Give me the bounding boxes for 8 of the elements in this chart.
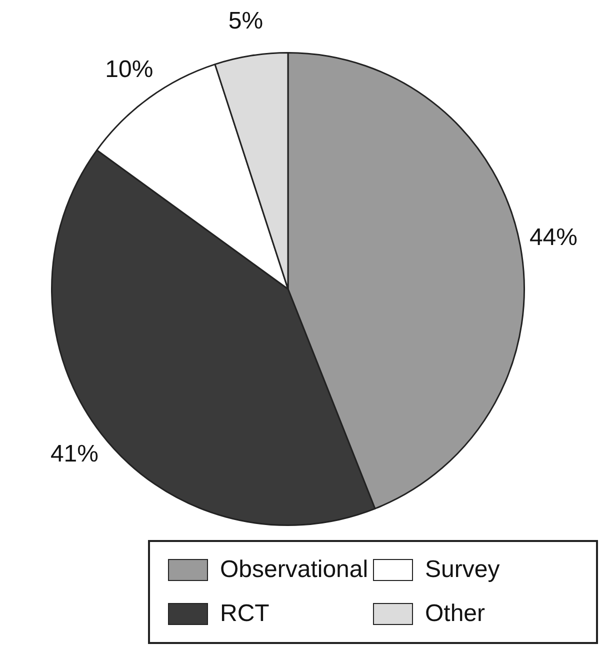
legend-label: Observational xyxy=(220,556,368,584)
legend-label: RCT xyxy=(220,600,270,628)
data-label: 10% xyxy=(105,56,154,83)
legend-label: Other xyxy=(425,600,486,628)
data-label: 41% xyxy=(50,440,98,468)
data-label: 5% xyxy=(228,8,264,35)
data-label: 44% xyxy=(529,224,578,251)
legend-label: Survey xyxy=(425,556,500,584)
